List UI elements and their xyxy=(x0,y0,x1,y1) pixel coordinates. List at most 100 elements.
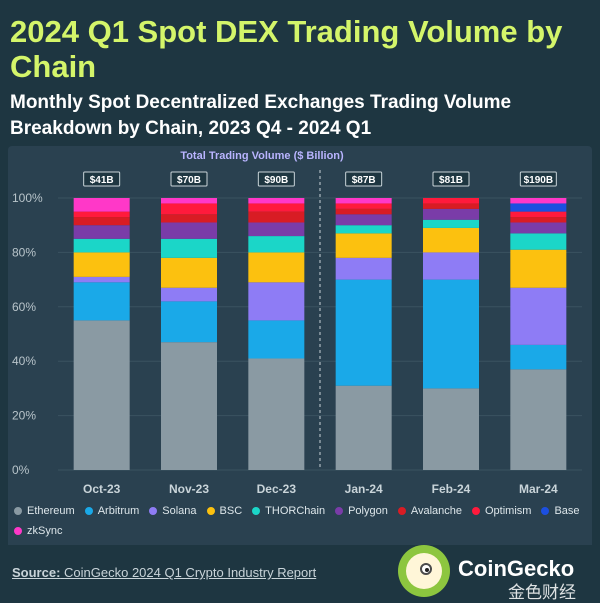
bar-segment-polygon xyxy=(73,225,130,239)
legend-label: Polygon xyxy=(348,505,388,517)
bar-segment-bsc xyxy=(73,252,130,277)
footer xyxy=(0,545,600,601)
bar-segment-ethereum xyxy=(248,358,305,470)
bar-segment-solana xyxy=(335,257,392,280)
bar-segment-polygon xyxy=(335,214,392,226)
total-volume-label: Total Trading Volume ($ Billion) xyxy=(180,150,344,162)
chart-subtitle: Monthly Spot Decentralized Exchanges Tra… xyxy=(10,92,512,139)
legend-item-zksync: zkSync xyxy=(14,524,62,538)
legend-item-polygon: Polygon xyxy=(335,504,388,518)
legend-label: Solana xyxy=(162,505,197,517)
bar-segment-avalanche xyxy=(335,208,392,215)
bar-segment-ethereum xyxy=(510,369,567,470)
bar-segment-arbitrum xyxy=(423,279,479,389)
total-label: $87B xyxy=(352,175,376,186)
bar-segment-avalanche xyxy=(510,217,567,223)
bar-segment-avalanche xyxy=(423,203,479,209)
bar-segment-avalanche xyxy=(73,217,130,226)
bar-segment-arbitrum xyxy=(161,301,217,343)
logo-eye xyxy=(420,563,432,575)
bar-segment-polygon xyxy=(510,222,567,234)
legend-label: Avalanche xyxy=(410,505,462,517)
legend-item-solana: Solana xyxy=(149,504,197,518)
legend-item-optimism: Optimism xyxy=(472,504,531,518)
x-tick-label: Dec-23 xyxy=(257,482,297,496)
bar-segment-bsc xyxy=(335,233,392,258)
y-tick-label: 60% xyxy=(12,300,36,314)
y-tick-label: 0% xyxy=(12,463,30,477)
bar-segment-zksync xyxy=(161,198,217,204)
legend-label: zkSync xyxy=(27,525,63,537)
legend-swatch xyxy=(149,507,158,515)
total-label: $81B xyxy=(439,175,463,186)
chart-title: 2024 Q1 Spot DEX Trading Volume by Chain xyxy=(10,14,563,84)
bar-segment-thorchain xyxy=(73,238,130,253)
bar-segment-avalanche xyxy=(161,214,217,223)
bar-segment-bsc xyxy=(423,227,479,253)
legend-swatch xyxy=(252,507,261,515)
bar-segment-optimism xyxy=(335,203,392,209)
legend-item-ethereum: Ethereum xyxy=(14,504,75,518)
bar-segment-zksync xyxy=(510,198,567,204)
logo-pupil xyxy=(425,568,429,572)
bar-segment-solana xyxy=(73,276,130,283)
legend-label: BSC xyxy=(219,505,243,517)
bar-segment-base xyxy=(510,203,567,212)
bar-segment-arbitrum xyxy=(73,282,130,321)
x-tick-label: Nov-23 xyxy=(169,482,209,496)
bar-segment-arbitrum xyxy=(335,279,392,386)
bar-segment-solana xyxy=(161,287,217,302)
source-label: Source: xyxy=(12,565,61,580)
y-tick-label: 20% xyxy=(12,409,36,423)
legend-swatch xyxy=(14,507,22,515)
bar-segment-zksync xyxy=(248,198,305,204)
legend-label: Arbitrum xyxy=(97,505,140,517)
source-link[interactable]: Source: CoinGecko 2024 Q1 Crypto Industr… xyxy=(12,565,316,580)
total-label-box xyxy=(257,171,295,187)
total-label-box xyxy=(170,171,208,187)
y-tick-label: 80% xyxy=(12,245,36,259)
total-label: $41B xyxy=(90,175,114,186)
legend-swatch xyxy=(541,507,550,515)
legend-label: Base xyxy=(554,505,580,517)
x-tick-label: Mar-24 xyxy=(519,482,558,496)
bar-segment-polygon xyxy=(423,208,479,220)
legend-item-base: Base xyxy=(541,504,580,518)
legend-label: THORChain xyxy=(265,505,326,517)
bar-segment-arbitrum xyxy=(510,344,567,370)
total-label: $190B xyxy=(524,175,553,186)
legend-label: Optimism xyxy=(485,505,532,517)
chart-legend: Ethereum Arbitrum Solana BSC THORChain Polygo… xyxy=(14,504,590,538)
x-tick-label: Oct-23 xyxy=(83,482,121,496)
total-label-box xyxy=(519,171,557,187)
legend-swatch xyxy=(14,527,22,535)
bar-segment-polygon xyxy=(248,222,305,237)
x-tick-label: Jan-24 xyxy=(345,482,383,496)
bar-segment-zksync xyxy=(73,198,130,212)
legend-item-avalanche: Avalanche xyxy=(397,504,462,518)
bar-segment-thorchain xyxy=(335,225,392,234)
bar-segment-arbitrum xyxy=(248,320,305,359)
legend-item-arbitrum: Arbitrum xyxy=(84,504,140,518)
bar-segment-optimism xyxy=(248,203,305,212)
bar-segment-thorchain xyxy=(248,236,305,253)
total-label: $90B xyxy=(264,175,288,186)
bar-segment-ethereum xyxy=(335,385,392,470)
bar-segment-solana xyxy=(423,252,479,280)
source-text: CoinGecko 2024 Q1 Crypto Industry Report xyxy=(64,565,317,580)
legend-item-bsc: BSC xyxy=(206,504,243,518)
logo-face xyxy=(406,553,442,589)
bar-segment-ethereum xyxy=(161,342,217,470)
legend-label: Ethereum xyxy=(27,505,75,517)
bar-segment-thorchain xyxy=(161,238,217,258)
total-label-box xyxy=(345,171,383,187)
legend-swatch xyxy=(472,507,480,515)
total-label-box xyxy=(432,171,470,187)
bar-segment-optimism xyxy=(423,198,479,204)
legend-swatch xyxy=(84,507,93,515)
bar-segment-polygon xyxy=(161,222,217,239)
brand-name: CoinGecko xyxy=(458,556,575,581)
bar-segment-optimism xyxy=(510,211,567,218)
bar-segment-bsc xyxy=(161,257,217,288)
bar-segment-optimism xyxy=(161,203,217,215)
